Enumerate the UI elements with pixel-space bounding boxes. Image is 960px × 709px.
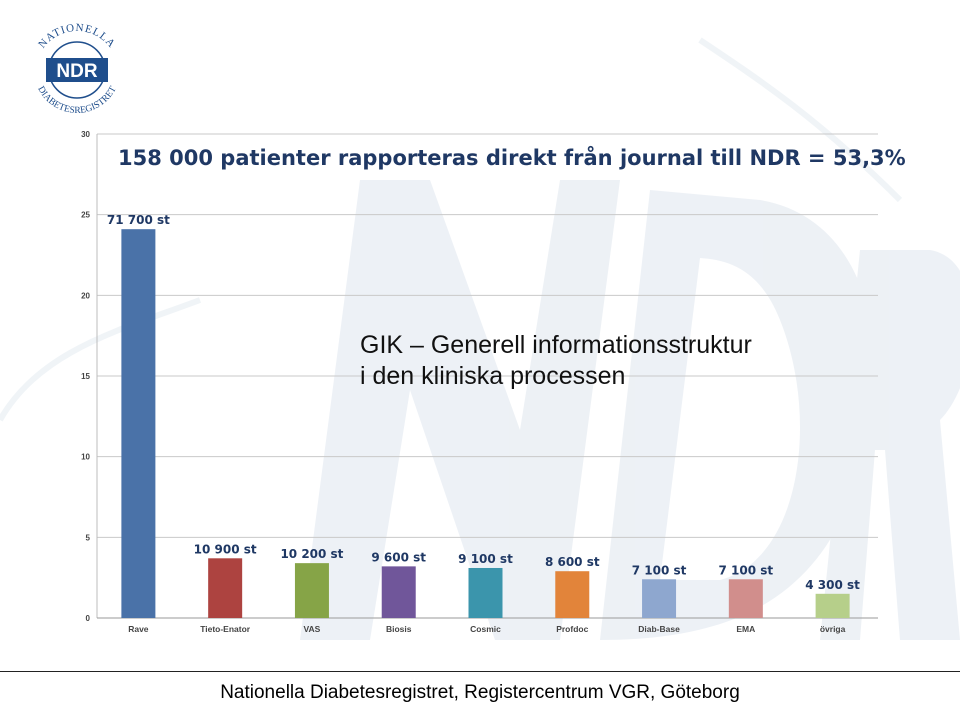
bar [815,593,850,618]
overlay-line-2: i den kliniska processen [360,362,626,390]
bar [294,563,329,618]
data-label: 7 100 st [719,563,774,577]
x-tick-label: Tieto-Enator [200,624,251,634]
chart-gridlines [97,133,878,538]
data-label: 4 300 st [805,578,860,592]
data-label: 7 100 st [632,563,687,577]
ndr-logo: NATIONELLA NDR DIABETESREGISTRET [35,22,118,115]
x-tick-label: EMA [736,624,755,634]
overlay-line-1: GIK – Generell informationsstruktur [360,331,752,359]
data-label: 9 100 st [458,552,513,566]
bar [468,567,503,618]
data-label: 9 600 st [371,550,426,564]
x-tick-label: Rave [128,624,149,634]
y-tick-label: 30 [81,130,90,139]
x-tick-labels: Rave Tieto-Enator VAS Biosis Cosmic Profdoc Di… [128,624,845,634]
data-label: 8 600 st [545,555,600,569]
footer-text: Nationella Diabetesregistret, Registerce… [220,682,740,703]
bar [642,579,677,618]
bar [728,579,763,618]
logo-center-text: NDR [56,61,97,82]
bar [555,571,590,618]
y-tick-label: 0 [86,614,91,623]
y-tick-label: 20 [81,291,90,300]
y-tick-label: 5 [86,533,91,542]
data-label: 71 700 st [107,213,170,227]
chart-title: 158 000 patienter rapporteras direkt frå… [118,146,906,170]
footer-divider [0,671,960,672]
x-tick-label: Biosis [386,624,412,634]
x-tick-label: Profdoc [556,624,588,634]
x-tick-label: Cosmic [470,624,501,634]
bar [381,566,416,618]
y-tick-labels: 0 5 10 15 20 25 30 [81,130,90,623]
y-tick-label: 15 [81,372,90,381]
bar [208,558,243,618]
x-tick-label: övriga [820,624,846,634]
bar [121,229,156,619]
slide-overlay-text: GIK – Generell informationsstruktur i de… [360,330,752,392]
x-tick-label: Diab-Base [638,624,680,634]
bars [121,229,850,619]
data-label: 10 200 st [280,547,343,561]
data-labels: 71 700 st 10 900 st 10 200 st 9 600 st 9 100… [107,213,860,592]
y-tick-label: 10 [81,453,90,462]
data-label: 10 900 st [194,542,257,556]
x-tick-label: VAS [304,624,321,634]
y-tick-label: 25 [81,211,90,220]
